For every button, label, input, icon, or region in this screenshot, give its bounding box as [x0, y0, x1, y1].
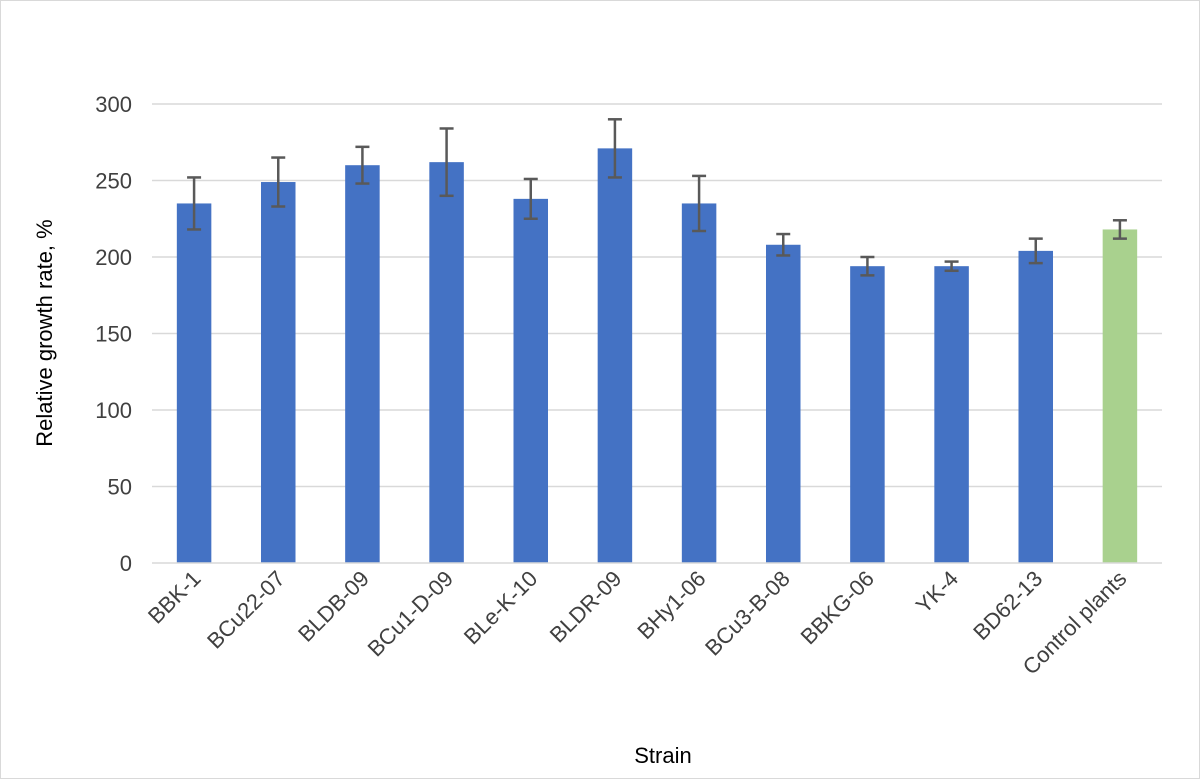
y-tick-label: 150 [95, 322, 132, 347]
x-tick-label: BCu22-07 [202, 566, 290, 654]
error-bar [607, 118, 622, 179]
error-bar [1028, 237, 1043, 265]
error-bars [187, 118, 1127, 277]
bar [429, 162, 464, 563]
bar [1018, 250, 1054, 563]
y-tick-label: 100 [95, 398, 132, 423]
bar [345, 165, 380, 563]
bar [597, 148, 633, 563]
y-tick-label: 300 [95, 92, 132, 117]
error-bar [523, 177, 538, 220]
error-bar [692, 174, 707, 233]
bar [176, 203, 212, 563]
x-tick-label: YK-4 [911, 566, 963, 618]
bars [176, 148, 1138, 564]
error-bar [860, 255, 875, 277]
bar [765, 244, 801, 563]
error-bar [776, 232, 791, 257]
x-tick-label: BHy1-06 [632, 566, 710, 644]
x-tick-label: BBK-1 [143, 566, 206, 629]
bar [513, 198, 549, 564]
bar [260, 182, 296, 563]
x-axis-title: Strain [634, 743, 691, 768]
x-tick-label: BLe-K-10 [459, 566, 542, 649]
gridlines [152, 103, 1162, 488]
x-tick-label: BLDB-09 [293, 566, 374, 647]
y-tick-label: 50 [108, 475, 132, 500]
error-bar [187, 176, 202, 231]
bar [850, 266, 885, 563]
x-tick-label: BLDR-09 [545, 566, 627, 648]
y-tick-label: 200 [95, 245, 132, 270]
error-bar [944, 260, 959, 273]
y-axis-ticks: 0 50 100 150 200 250 300 [95, 92, 132, 576]
y-tick-label: 0 [120, 551, 132, 576]
bar [1102, 229, 1138, 563]
bar [934, 266, 969, 563]
x-tick-label: BD62-13 [968, 566, 1047, 645]
y-axis-title: Relative growth rate, % [32, 219, 57, 446]
x-tick-label: BCu3-B-08 [700, 566, 795, 661]
x-tick-label: BBKG-06 [796, 566, 879, 649]
error-bar [1112, 219, 1127, 240]
error-bar [439, 127, 454, 198]
x-tick-label: BCu1-D-09 [363, 566, 458, 661]
error-bar [271, 156, 286, 208]
bar [681, 203, 717, 563]
y-tick-label: 250 [95, 169, 132, 194]
error-bar [355, 145, 370, 185]
